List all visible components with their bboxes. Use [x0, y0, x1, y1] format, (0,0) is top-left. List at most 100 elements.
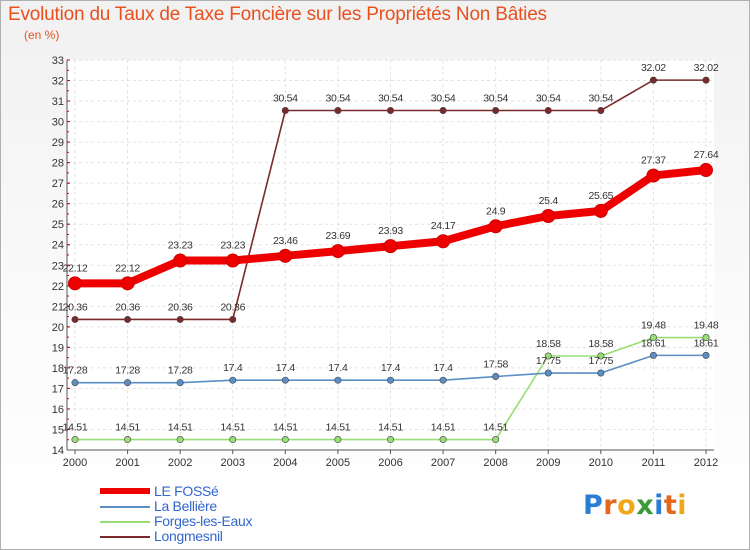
data-label: 25.65	[588, 190, 613, 202]
y-tick-label: 23	[52, 260, 64, 272]
data-label: 19.48	[694, 320, 719, 332]
data-label: 30.54	[536, 92, 561, 104]
data-point	[229, 376, 237, 384]
data-label: 14.51	[326, 422, 351, 434]
data-label: 23.93	[378, 225, 403, 237]
data-point	[229, 436, 237, 444]
data-label: 25.4	[539, 195, 559, 207]
data-point	[334, 106, 342, 114]
x-tick-label: 2002	[168, 457, 192, 469]
y-tick-label: 33	[52, 55, 64, 67]
data-label: 17.75	[588, 355, 613, 367]
x-tick-label: 2011	[642, 457, 666, 469]
proxiti-logo: Proxiti	[583, 490, 687, 521]
x-tick-label: 2009	[536, 457, 560, 469]
data-point	[492, 373, 500, 381]
data-point	[597, 369, 605, 377]
data-point	[386, 376, 394, 384]
data-point	[278, 248, 293, 263]
x-tick-label: 2008	[483, 457, 507, 469]
data-point	[646, 168, 661, 183]
legend-label: La Bellière	[154, 498, 217, 514]
data-point	[488, 219, 503, 234]
data-point	[597, 352, 605, 360]
data-label: 14.51	[63, 422, 88, 434]
data-label: 23.46	[273, 235, 298, 247]
data-label: 30.54	[326, 92, 351, 104]
grid	[67, 59, 714, 451]
data-label: 18.61	[641, 337, 666, 349]
x-tick-label: 2001	[115, 457, 139, 469]
data-point	[386, 106, 394, 114]
data-point	[649, 351, 657, 359]
data-point	[544, 369, 552, 377]
y-tick-label: 19	[52, 342, 64, 354]
data-point	[281, 106, 289, 114]
data-point	[71, 379, 79, 387]
legend-item-le-fosse[interactable]: LE FOSSé	[100, 483, 360, 499]
y-tick-label: 31	[52, 96, 64, 108]
y-tick-label: 22	[52, 281, 64, 293]
legend-item-longmesnil[interactable]: Longmesnil	[100, 528, 360, 544]
data-label: 32.02	[641, 62, 666, 74]
data-label: 23.23	[168, 240, 193, 252]
data-label: 14.51	[168, 422, 193, 434]
y-tick-label: 29	[52, 137, 64, 149]
data-point	[649, 76, 657, 84]
data-label: 17.4	[328, 362, 348, 374]
legend: LE FOSSé La Bellière Forges-les-Eaux Lon…	[100, 483, 360, 544]
data-point	[436, 234, 451, 249]
data-point	[281, 436, 289, 444]
data-point	[593, 203, 608, 218]
data-label: 20.36	[115, 301, 140, 313]
data-point	[702, 351, 710, 359]
legend-item-forges-les-eaux[interactable]: Forges-les-Eaux	[100, 513, 360, 529]
data-point	[120, 276, 135, 291]
y-tick-label: 14	[52, 445, 64, 457]
y-tick-label: 27	[52, 178, 64, 190]
legend-item-la-belliere[interactable]: La Bellière	[100, 498, 360, 514]
data-label: 17.28	[115, 365, 140, 377]
x-tick-label: 2000	[63, 457, 87, 469]
data-point	[229, 315, 237, 323]
data-point	[68, 276, 82, 291]
data-point	[225, 253, 240, 268]
data-point	[492, 436, 500, 444]
y-tick-label: 15	[52, 424, 64, 436]
data-label: 30.54	[273, 92, 298, 104]
data-point	[439, 106, 447, 114]
data-label: 27.64	[694, 149, 719, 161]
legend-label: Longmesnil	[154, 528, 223, 544]
data-point	[541, 209, 556, 223]
data-label: 14.51	[115, 422, 140, 434]
data-label: 18.61	[694, 337, 719, 349]
data-label: 23.23	[220, 240, 245, 252]
x-tick-label: 2004	[273, 457, 297, 469]
legend-label: Forges-les-Eaux	[154, 513, 253, 529]
legend-swatch	[100, 521, 150, 523]
logo-letter: r	[603, 490, 618, 521]
data-label: 30.54	[483, 92, 508, 104]
data-label: 17.4	[433, 362, 453, 374]
data-point	[176, 379, 184, 387]
data-label: 22.12	[63, 262, 88, 274]
data-point	[544, 352, 552, 360]
data-point	[124, 436, 132, 444]
axes: 14 15 16 17 18 19 20 21 22 23 24 25 26 27 28 29 30 31 32 33…	[52, 55, 718, 469]
data-label: 14.51	[220, 422, 245, 434]
y-tick-label: 25	[52, 219, 64, 231]
data-label: 22.12	[115, 262, 140, 274]
data-label: 20.36	[63, 301, 88, 313]
logo-letter: i	[677, 490, 688, 521]
y-tick-label: 20	[52, 322, 64, 334]
data-point	[176, 436, 184, 444]
legend-swatch	[100, 488, 150, 494]
data-label: 24.9	[486, 205, 506, 217]
legend-label: LE FOSSé	[154, 483, 219, 499]
data-point	[330, 244, 345, 259]
data-point	[544, 106, 552, 114]
y-tick-label: 21	[52, 301, 64, 313]
data-point	[383, 239, 398, 254]
data-label: 18.58	[536, 338, 561, 350]
